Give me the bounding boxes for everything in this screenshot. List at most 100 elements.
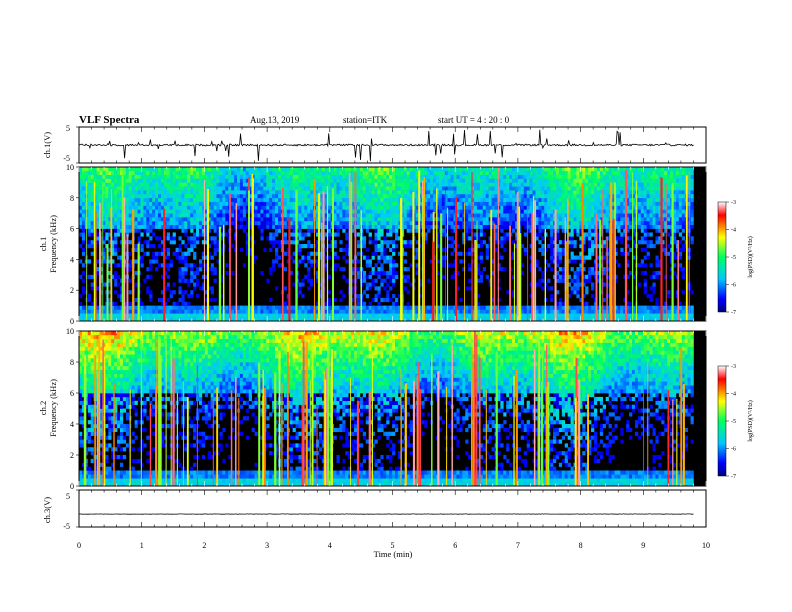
spectrogram-cell xyxy=(591,209,595,214)
spectrogram-cell xyxy=(585,224,589,229)
spectrogram-cell xyxy=(187,186,191,191)
spectrogram-cell xyxy=(158,263,162,268)
spectrogram-cell xyxy=(146,251,150,256)
spectrogram-cell xyxy=(119,309,124,314)
spectrogram-cell xyxy=(286,182,290,187)
spectrogram-cell xyxy=(181,209,185,214)
spectrogram-cell xyxy=(465,317,469,322)
spectrogram-cell xyxy=(204,205,209,210)
spectrogram-cell xyxy=(204,267,209,272)
spectrogram-cell xyxy=(310,251,314,256)
spectrogram-cell xyxy=(263,313,267,318)
spectrogram-cell xyxy=(517,170,522,175)
spectrogram-cell xyxy=(272,167,276,172)
spectrogram-cell xyxy=(550,182,554,187)
spectrogram-cell xyxy=(152,259,156,264)
spectrogram-cell xyxy=(374,309,378,314)
spectrogram-cell xyxy=(125,190,130,195)
spectrogram-cell xyxy=(593,201,598,206)
spectrogram-cell xyxy=(377,267,381,272)
spectrogram-cell xyxy=(386,270,390,276)
spectrogram-cell xyxy=(514,232,519,237)
spectrogram-cell xyxy=(430,197,434,202)
spectrogram-cell xyxy=(579,313,583,318)
spectrogram-cell xyxy=(471,305,475,310)
spectrogram-cell xyxy=(447,178,451,183)
spectrogram-cell xyxy=(318,317,323,322)
header-station: station=ITK xyxy=(343,115,388,125)
spectrogram-cell xyxy=(111,236,115,241)
spectrogram-cell xyxy=(204,170,209,175)
spectrogram-cell xyxy=(321,174,326,179)
spectrogram-cell xyxy=(237,186,241,191)
spectrogram-cell xyxy=(324,317,329,322)
spectrogram-cell xyxy=(184,309,188,314)
spectrogram-cell xyxy=(105,201,109,206)
spectrogram-cell xyxy=(380,317,384,322)
spectrogram-cell xyxy=(213,197,217,202)
spectrogram-cell xyxy=(558,224,563,229)
spectrogram-cell xyxy=(339,305,343,310)
spectrogram-cell xyxy=(87,294,92,299)
spectrogram-cell xyxy=(140,182,144,187)
spectrogram-cell xyxy=(245,170,250,175)
spectrogram-cell xyxy=(529,309,533,314)
spectrogram-cell xyxy=(479,259,484,264)
spectrogram-cell xyxy=(178,286,182,291)
spectrogram-cell xyxy=(450,228,454,233)
spectrogram-cell xyxy=(257,201,261,206)
spectrogram-cell xyxy=(169,309,173,314)
spectrogram-cell xyxy=(196,270,200,276)
spectrogram-cell xyxy=(345,217,349,222)
spectrogram-cell xyxy=(435,224,440,229)
spectrogram-cell xyxy=(301,294,305,299)
spectrogram-cell xyxy=(374,297,378,303)
spectrogram-cell xyxy=(137,186,141,191)
spectrogram-cell xyxy=(96,167,100,172)
spectrogram-cell xyxy=(459,251,463,256)
spectrogram-cell xyxy=(395,186,399,191)
spectrogram-cell xyxy=(500,213,504,218)
spectrogram-cell xyxy=(146,290,150,295)
spectrogram-cell xyxy=(611,205,615,210)
spectrogram-cell xyxy=(491,193,495,199)
spectrogram-cell xyxy=(105,209,109,214)
spectrogram-cell xyxy=(380,278,384,283)
spectrogram-cell xyxy=(529,224,533,229)
spectrogram-cell xyxy=(573,309,577,314)
spectrogram-cell xyxy=(292,259,296,264)
spectrogram-cell xyxy=(105,217,109,222)
spectrogram-cell xyxy=(488,205,492,210)
spectrogram-cell xyxy=(588,170,592,175)
spectrogram-cell xyxy=(90,190,94,195)
spectrogram-cell xyxy=(193,186,197,191)
spectrogram-cell xyxy=(561,224,566,229)
spectrogram-cell xyxy=(403,205,408,210)
spectrogram-cell xyxy=(576,178,580,183)
spectrogram-cell xyxy=(122,167,127,172)
spectrogram-cell xyxy=(488,244,492,249)
spectrogram-cell xyxy=(155,190,159,195)
spectrogram-cell xyxy=(506,220,510,226)
spectrogram-cell xyxy=(81,205,86,210)
spectrogram-cell xyxy=(242,317,247,322)
spectrogram-cell xyxy=(152,170,156,175)
spectrogram-cell xyxy=(503,309,507,314)
spectrogram-cell xyxy=(514,167,519,172)
spectrogram-cell xyxy=(593,167,598,172)
spectrogram-cell xyxy=(356,217,361,222)
spectrogram-cell xyxy=(108,217,112,222)
spectrogram-cell xyxy=(389,205,393,210)
spectrogram-cell xyxy=(342,255,346,260)
spectrogram-cell xyxy=(190,178,194,183)
spectrogram-cell xyxy=(351,197,355,202)
spectrogram-cell xyxy=(131,197,135,202)
spectrogram-cell xyxy=(585,274,589,279)
spectrogram-cell xyxy=(342,186,346,191)
spectrogram-cell xyxy=(377,205,381,210)
spectrogram-cell xyxy=(140,213,144,218)
spectrogram-cell xyxy=(547,224,551,229)
spectrogram-cell xyxy=(105,178,109,183)
spectrogram-cell xyxy=(169,313,173,318)
spectrogram-cell xyxy=(520,309,525,314)
